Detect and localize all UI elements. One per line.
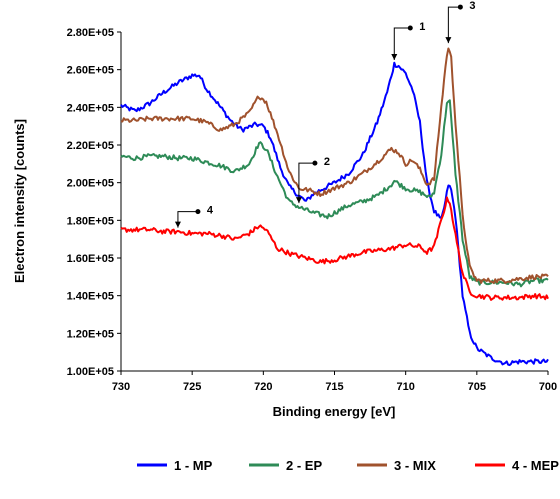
y-tick-label: 1.00E+05 [67,366,114,378]
series-lines [120,47,549,367]
plot-area: 1 2 3 4 [120,0,549,372]
series-line-4 [120,196,549,301]
y-tick-label: 1.20E+05 [67,328,114,340]
y-tick-label: 1.60E+05 [67,253,114,265]
series-line-1 [120,61,549,367]
x-tick-label: 705 [468,381,486,393]
legend-item-3: 3 - MIX [357,458,436,473]
legend-label: 3 - MIX [394,458,436,473]
x-tick-label: 715 [325,381,343,393]
y-tick-label: 2.40E+05 [67,102,114,114]
callout-1: 1 [391,21,425,61]
y-tick-label: 2.20E+05 [67,140,114,152]
series-line-2 [120,99,549,288]
callout-arrowhead [295,197,302,204]
x-axis-title: Binding energy [eV] [273,404,396,419]
y-tick-label: 2.00E+05 [67,178,114,190]
y-tick-label: 2.80E+05 [67,27,114,39]
legend-label: 1 - MP [174,458,213,473]
y-tick-label: 1.40E+05 [67,291,114,303]
y-axis-ticks: 1.00E+05 1.20E+05 1.40E+05 1.60E+05 1.80E+05… [67,27,121,378]
x-tick-label: 710 [396,381,414,393]
callout-leader [298,162,315,204]
legend: 1 - MP 2 - EP 3 - MIX 4 - MEP [137,458,559,473]
x-axis-ticks: 730 725 720 715 710 705 700 [112,371,557,393]
callout-label: 1 [419,21,425,33]
callout-arrowhead [391,54,398,61]
y-tick-label: 1.80E+05 [67,215,114,227]
callout-3: 3 [445,0,475,44]
callout-dot [457,4,463,10]
legend-label: 4 - MEP [512,458,559,473]
callout-4: 4 [174,205,214,228]
callout-dot [312,160,318,166]
callouts: 1 2 3 4 [174,0,475,228]
legend-item-4: 4 - MEP [475,458,559,473]
callout-leader [177,211,198,228]
callout-2: 2 [295,156,330,204]
callout-dot [407,25,413,31]
legend-item-2: 2 - EP [249,458,322,473]
x-tick-label: 730 [112,381,130,393]
callout-label: 4 [207,205,214,217]
x-tick-label: 700 [539,381,557,393]
callout-label: 3 [469,0,475,12]
y-tick-label: 2.60E+05 [67,65,114,77]
callout-arrowhead [174,221,181,228]
legend-item-1: 1 - MP [137,458,213,473]
legend-label: 2 - EP [286,458,322,473]
y-axis-title: Electron intensity [counts] [12,119,27,283]
x-tick-label: 720 [254,381,272,393]
callout-leader [393,27,411,61]
callout-leader [447,6,461,44]
x-tick-label: 725 [183,381,201,393]
callout-dot [195,209,201,215]
callout-label: 2 [324,156,330,168]
series-line-3 [120,47,549,284]
callout-arrowhead [445,37,452,44]
